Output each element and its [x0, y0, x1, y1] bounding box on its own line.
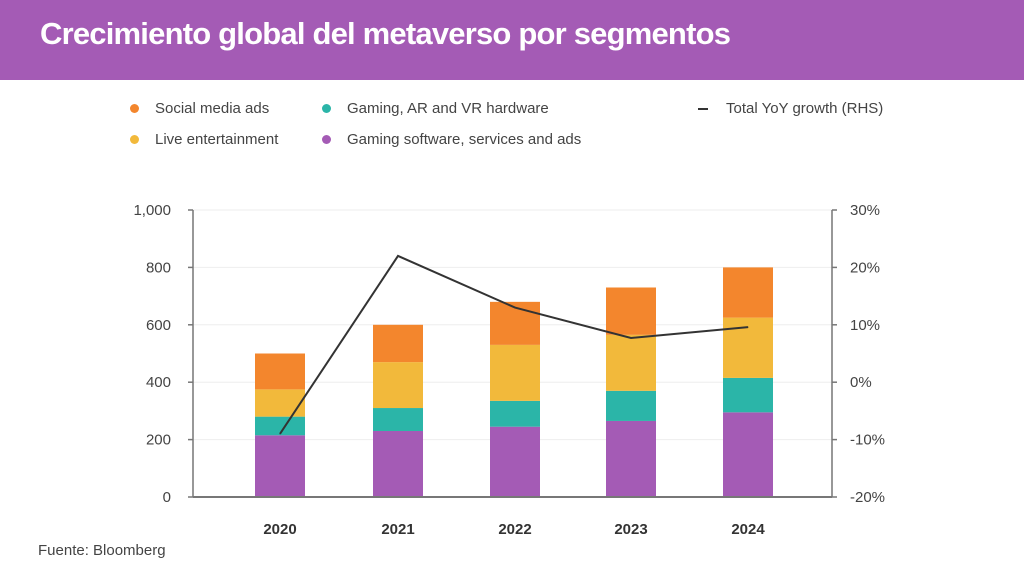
bar-live-entertainment-2023 [606, 334, 656, 391]
legend-marker-gaming-hardware [322, 104, 331, 113]
bar-gaming-ar-and-vr-hardware-2024 [723, 377, 773, 413]
right-tick-label: -10% [850, 432, 885, 449]
yoy-point-2024 [747, 326, 749, 328]
left-tick-label: 400 [146, 374, 171, 391]
left-tick-label: 0 [163, 489, 171, 506]
legend-marker-social-media-ads [130, 104, 139, 113]
yoy-point-2020 [279, 433, 281, 435]
bar-live-entertainment-2022 [490, 344, 540, 401]
bar-social-media-ads-2024 [723, 267, 773, 318]
bar-gaming-software-services-and-ads-2023 [606, 420, 656, 497]
legend-marker-gaming-software [322, 135, 331, 144]
yoy-point-2021 [397, 255, 399, 257]
left-tick-label: 200 [146, 432, 171, 449]
legend-label: Total YoY growth (RHS) [726, 100, 884, 117]
right-tick-label: 20% [850, 259, 880, 276]
bar-social-media-ads-2022 [490, 301, 540, 345]
chart-title: Crecimiento global del metaverso por seg… [40, 16, 731, 51]
bar-gaming-ar-and-vr-hardware-2022 [490, 400, 540, 427]
right-tick-label: 30% [850, 202, 880, 219]
bar-gaming-software-services-and-ads-2022 [490, 426, 540, 497]
x-tick-label: 2020 [263, 521, 296, 538]
tick-labels: 0 200 400 600 800 1,000 -20% -10% 0% 10% 20% 30% 202… [133, 202, 885, 538]
right-tick-label: 0% [850, 374, 872, 391]
axes [188, 209, 837, 498]
bar-social-media-ads-2020 [255, 353, 305, 390]
legend-label: Live entertainment [155, 131, 279, 148]
legend-label: Gaming software, services and ads [347, 131, 582, 148]
bar-gaming-ar-and-vr-hardware-2021 [373, 408, 423, 431]
legend-item-live-entertainment: Live entertainment [130, 131, 278, 148]
right-tick-label: 10% [850, 317, 880, 334]
legend-marker-live-entertainment [130, 135, 139, 144]
yoy-line [279, 254, 749, 435]
legend-label: Social media ads [155, 100, 270, 117]
yoy-point-2022 [514, 307, 516, 309]
bar-gaming-software-services-and-ads-2024 [723, 412, 773, 497]
legend-label: Gaming, AR and VR hardware [347, 100, 549, 117]
x-tick-label: 2021 [381, 521, 414, 538]
bar-gaming-ar-and-vr-hardware-2023 [606, 390, 656, 421]
x-tick-label: 2024 [731, 521, 765, 538]
legend-item-social-media-ads: Social media ads [130, 100, 269, 117]
legend-item-total-yoy-growth: Total YoY growth (RHS) [698, 100, 883, 117]
bars [255, 267, 773, 497]
title-banner: Crecimiento global del metaverso por seg… [0, 0, 1024, 80]
bar-gaming-software-services-and-ads-2021 [373, 430, 423, 497]
legend-item-gaming-software: Gaming software, services and ads [322, 131, 581, 148]
x-tick-label: 2022 [498, 521, 531, 538]
source-note: Fuente: Bloomberg [38, 542, 166, 559]
left-tick-label: 1,000 [133, 202, 171, 219]
x-tick-label: 2023 [614, 521, 647, 538]
left-tick-label: 600 [146, 317, 171, 334]
bar-social-media-ads-2023 [606, 287, 656, 335]
bar-social-media-ads-2021 [373, 324, 423, 363]
bar-gaming-software-services-and-ads-2020 [255, 435, 305, 497]
left-tick-label: 800 [146, 259, 171, 276]
yoy-point-2023 [630, 337, 632, 339]
bar-live-entertainment-2021 [373, 362, 423, 409]
legend-item-gaming-hardware: Gaming, AR and VR hardware [322, 100, 549, 117]
right-tick-label: -20% [850, 489, 885, 506]
bar-live-entertainment-2020 [255, 389, 305, 417]
legend-marker-total-yoy-growth [698, 107, 708, 110]
bar-gaming-ar-and-vr-hardware-2020 [255, 416, 305, 436]
